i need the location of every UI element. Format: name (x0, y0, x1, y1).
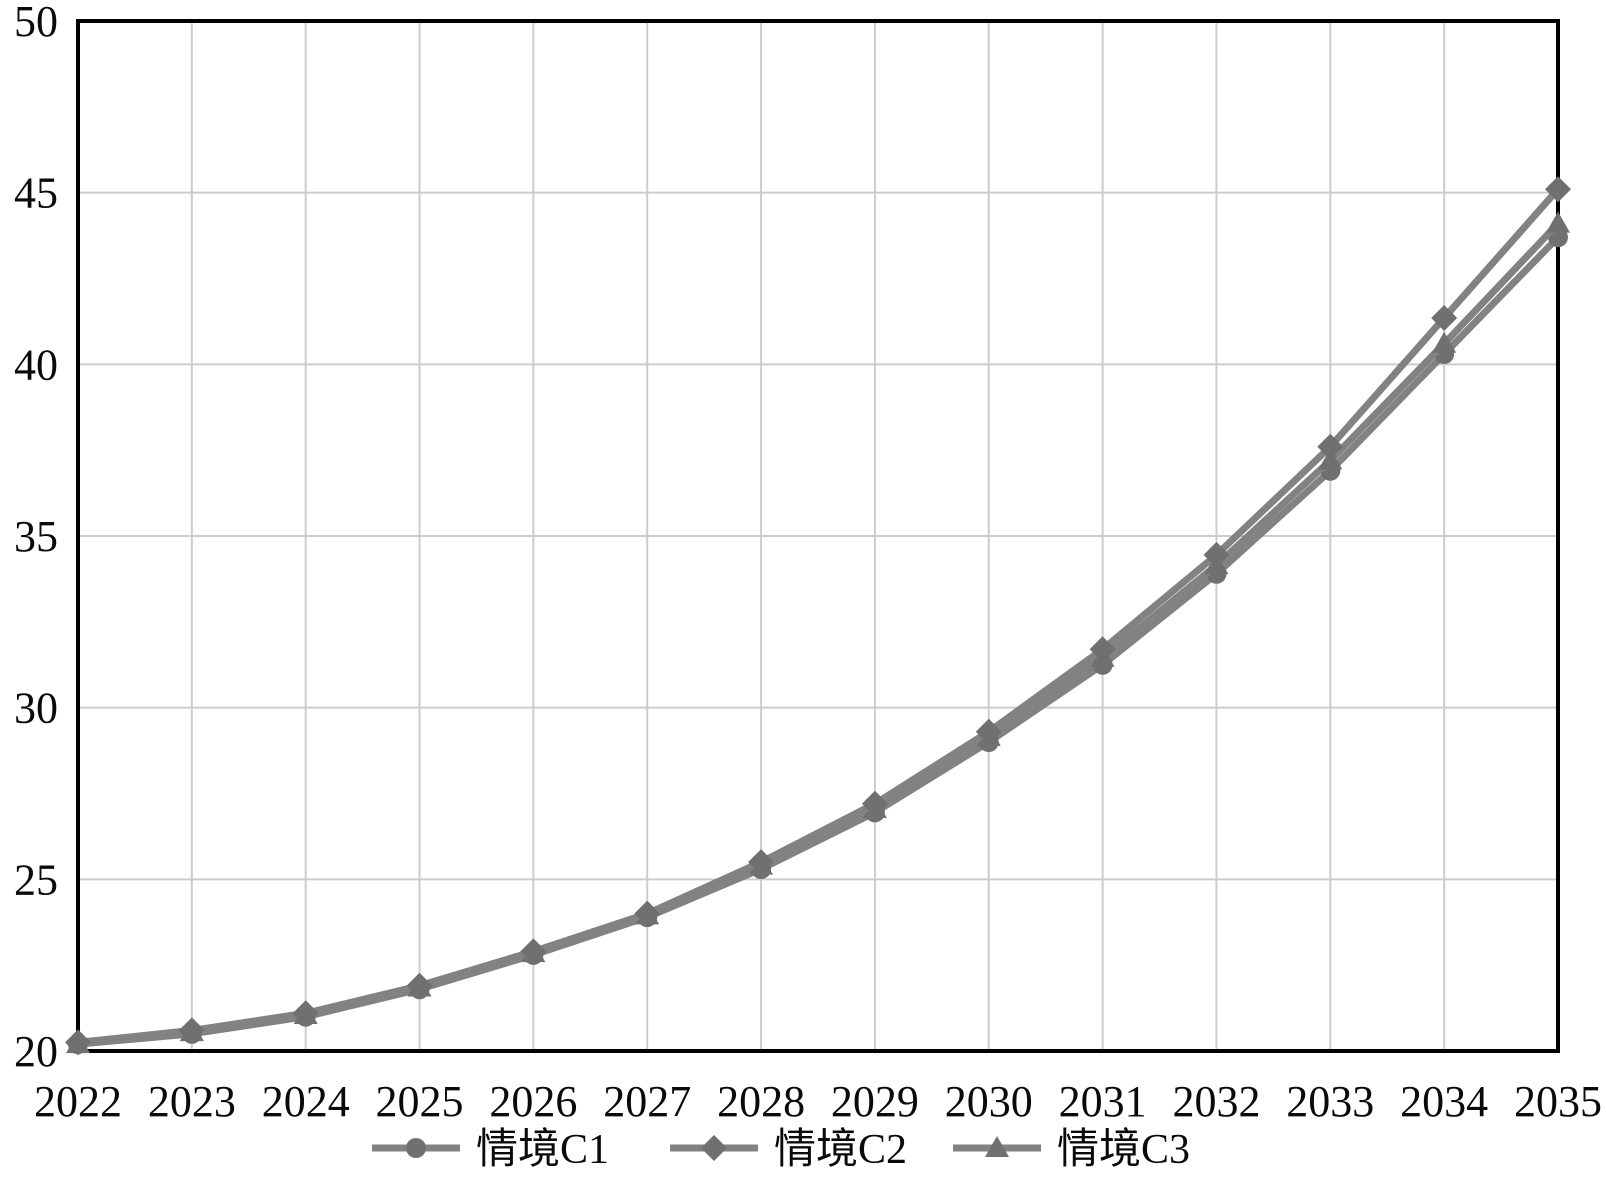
data-point-marker (1545, 176, 1571, 203)
data-point-marker (178, 1017, 205, 1044)
legend-item-1: 情境C1 (372, 1126, 609, 1173)
x-axis-tick-label: 2031 (1059, 1077, 1147, 1126)
x-axis-tick-label: 2034 (1400, 1077, 1488, 1126)
x-axis-tick-label: 2023 (148, 1077, 236, 1126)
legend-marker-triangle (985, 1136, 1009, 1157)
y-axis-tick-label: 25 (14, 855, 58, 904)
x-axis-tick-label: 2026 (489, 1077, 577, 1126)
y-axis-tick-labels: 20 25 30 35 40 45 50 (14, 0, 58, 1076)
series-2-line (74, 185, 1562, 1046)
series-1-line (74, 233, 1562, 1048)
y-axis-tick-label: 50 (14, 0, 58, 46)
data-point-marker (975, 718, 1002, 745)
series-1 (68, 227, 1568, 1055)
data-point-marker (1203, 541, 1230, 568)
plot-border (76, 19, 1560, 1053)
x-axis-tick-label: 2027 (603, 1077, 691, 1126)
series-3-line (74, 220, 1562, 1048)
data-point-marker (1431, 304, 1458, 331)
x-axis-tick-label: 2022 (34, 1077, 122, 1126)
data-point-marker (1317, 433, 1344, 460)
x-axis-tick-label: 2032 (1172, 1077, 1260, 1126)
legend: 情境C1 情境C2 情境C3 (372, 1126, 1190, 1173)
data-point-marker (748, 849, 775, 876)
data-point-marker (65, 1029, 91, 1056)
legend-marker-circle (406, 1138, 426, 1158)
y-axis-tick-label: 20 (14, 1027, 58, 1076)
data-point-marker (1089, 636, 1116, 663)
data-point-marker (1546, 211, 1570, 233)
legend-label: 情境C3 (1057, 1126, 1190, 1173)
y-axis-tick-label: 40 (14, 340, 58, 389)
data-point-marker (406, 972, 433, 999)
legend-label: 情境C1 (476, 1126, 609, 1173)
legend-item-3: 情境C3 (953, 1126, 1190, 1173)
legend-label: 情境C2 (774, 1126, 907, 1173)
y-axis-tick-label: 45 (14, 169, 58, 218)
x-axis-tick-label: 2029 (831, 1077, 919, 1126)
legend-marker-diamond (701, 1135, 727, 1161)
legend-item-2: 情境C2 (670, 1126, 907, 1173)
x-axis-tick-label: 2030 (945, 1077, 1033, 1126)
x-axis-tick-labels: 2022 2023 2024 2025 2026 2027 2028 2029 2030 2031… (34, 1077, 1602, 1126)
x-axis-tick-label: 2035 (1514, 1077, 1602, 1126)
gridlines (78, 21, 1558, 1051)
data-point-marker (634, 900, 661, 927)
data-point-marker (861, 790, 888, 817)
x-axis-tick-label: 2024 (262, 1077, 350, 1126)
x-axis-tick-label: 2028 (717, 1077, 805, 1126)
series-3 (66, 211, 1570, 1054)
data-point-marker (1432, 331, 1457, 353)
x-axis-tick-label: 2025 (376, 1077, 464, 1126)
x-axis-tick-label: 2033 (1286, 1077, 1374, 1126)
y-axis-tick-label: 35 (14, 512, 58, 561)
series-2 (65, 176, 1571, 1056)
data-point-marker (520, 938, 547, 965)
y-axis-tick-label: 30 (14, 684, 58, 733)
data-point-marker (292, 1000, 319, 1027)
